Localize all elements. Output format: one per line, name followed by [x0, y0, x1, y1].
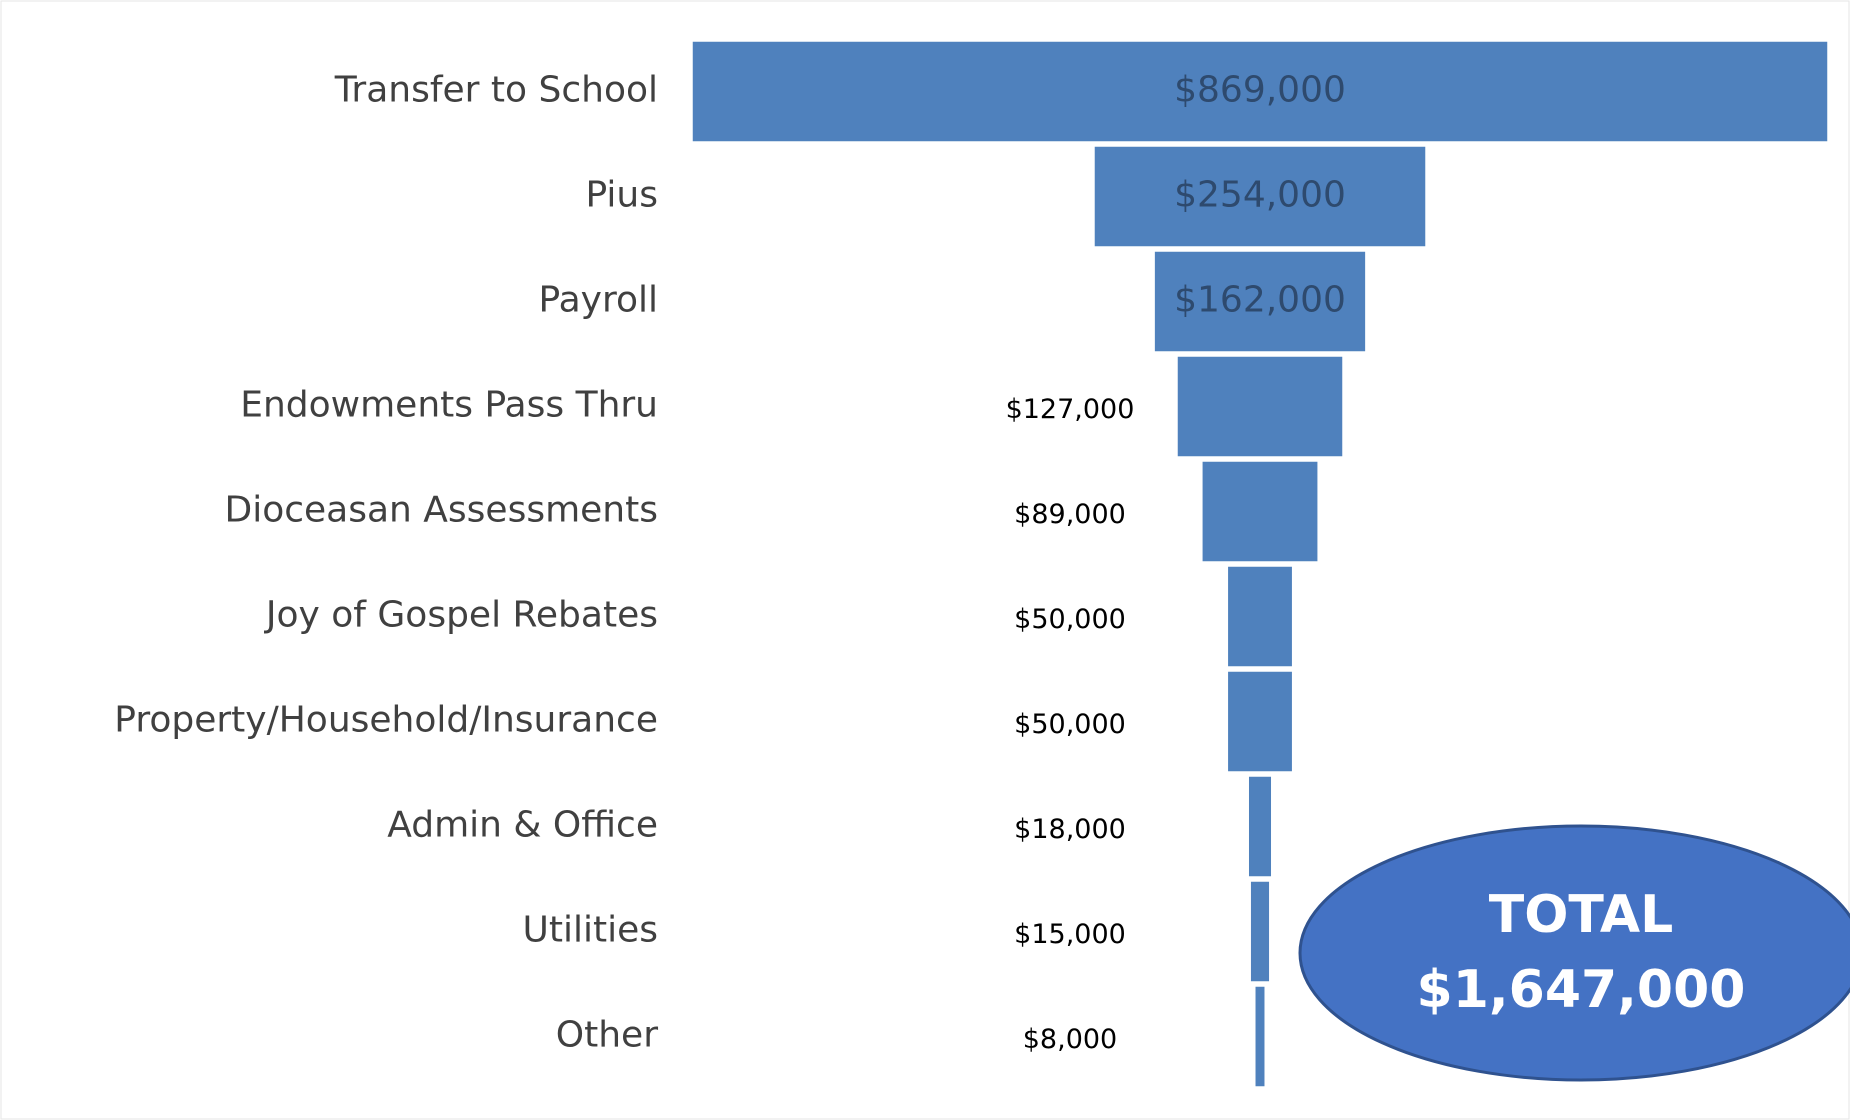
value-label: $254,000 — [1174, 175, 1346, 216]
funnel-bar — [1093, 145, 1427, 248]
funnel-bar — [1201, 460, 1319, 563]
value-label: $89,000 — [1014, 499, 1126, 530]
total-title: TOTAL — [1489, 885, 1674, 945]
value-label: $8,000 — [1023, 1024, 1117, 1055]
category-label: Admin & Office — [387, 805, 658, 846]
value-label: $50,000 — [1014, 709, 1126, 740]
category-label: Transfer to School — [334, 70, 658, 111]
funnel-bar — [1226, 565, 1294, 668]
category-label: Other — [556, 1015, 658, 1056]
value-label: $869,000 — [1174, 70, 1346, 111]
category-label: Joy of Gospel Rebates — [264, 595, 658, 636]
total-value: $1,647,000 — [1417, 960, 1746, 1020]
funnel-bar — [1254, 985, 1266, 1088]
category-label: Pius — [586, 175, 659, 216]
category-label: Payroll — [539, 280, 659, 321]
funnel-bar — [1247, 775, 1273, 878]
category-label: Utilities — [523, 910, 659, 951]
funnel-bar — [1249, 880, 1271, 983]
funnel-bar — [1176, 355, 1344, 458]
category-label: Dioceasan Assessments — [224, 490, 658, 531]
value-label: $15,000 — [1014, 919, 1126, 950]
total-bubble — [1298, 824, 1850, 1082]
funnel-bar — [1153, 250, 1367, 353]
category-label: Property/Household/Insurance — [114, 700, 658, 741]
funnel-bar — [1226, 670, 1294, 773]
funnel-bar — [691, 40, 1829, 143]
value-label: $50,000 — [1014, 604, 1126, 635]
value-label: $18,000 — [1014, 814, 1126, 845]
value-label: $127,000 — [1006, 394, 1135, 425]
value-label: $162,000 — [1174, 280, 1346, 321]
category-label: Endowments Pass Thru — [240, 385, 658, 426]
